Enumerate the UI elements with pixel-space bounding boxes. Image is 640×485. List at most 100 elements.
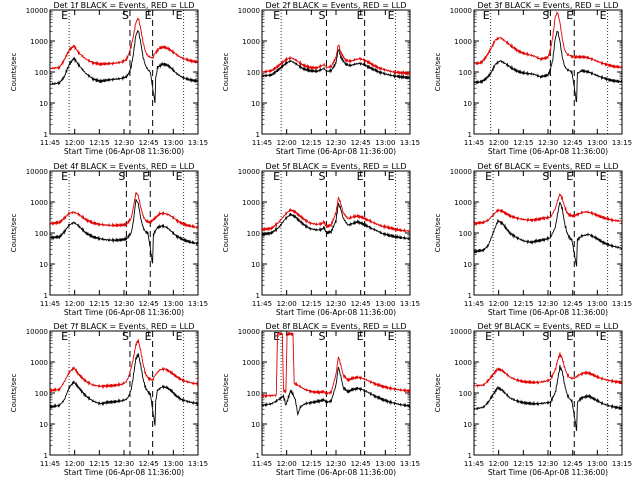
x-tick-label: 12:30 bbox=[326, 300, 346, 308]
x-tick-label: 13:00 bbox=[587, 300, 607, 308]
y-tick-label: 1000 bbox=[454, 199, 472, 207]
y-tick-label: 1000 bbox=[454, 38, 472, 46]
x-tick-label: 13:15 bbox=[612, 139, 632, 147]
panel-title: Det 1f BLACK = Events, RED = LLD bbox=[53, 1, 194, 10]
y-tick-label: 1000 bbox=[454, 359, 472, 367]
y-tick-label: 1 bbox=[44, 452, 48, 460]
y-tick-label: 10 bbox=[39, 421, 48, 429]
marker-label-e: E bbox=[176, 9, 183, 22]
marker-label-e: E bbox=[273, 330, 280, 343]
x-axis-label: Start Time (06-Apr-08 11:36:00) bbox=[488, 308, 608, 317]
x-tick-label: 12:30 bbox=[326, 139, 346, 147]
panel-1: Det 1f BLACK = Events, RED = LLD 1 10 100 10… bbox=[10, 1, 208, 156]
x-tick-label: 12:15 bbox=[301, 460, 321, 468]
y-tick-label: 100 bbox=[247, 230, 260, 238]
series-black-events bbox=[50, 29, 198, 103]
x-axis-label: Start Time (06-Apr-08 11:36:00) bbox=[276, 147, 396, 156]
panel-7: Det 7f BLACK = Events, RED = LLD 1 10 100 10… bbox=[10, 322, 208, 477]
x-tick-label: 12:30 bbox=[538, 139, 558, 147]
series-red-lld bbox=[474, 352, 622, 388]
marker-label-e: E bbox=[566, 170, 573, 183]
series-black-events bbox=[50, 198, 198, 264]
x-tick-label: 12:15 bbox=[89, 139, 109, 147]
marker-label-e: E bbox=[485, 170, 492, 183]
series-red-lld bbox=[50, 192, 198, 230]
series-black-events bbox=[474, 365, 622, 431]
y-tick-label: 1 bbox=[256, 452, 260, 460]
x-tick-label: 13:00 bbox=[163, 300, 183, 308]
x-tick-label: 12:30 bbox=[538, 460, 558, 468]
series-red-lld bbox=[50, 17, 198, 71]
y-tick-label: 100 bbox=[459, 230, 472, 238]
x-tick-label: 13:15 bbox=[612, 300, 632, 308]
panel-6: Det 6f BLACK = Events, RED = LLD 1 10 100 10… bbox=[434, 162, 632, 317]
y-tick-label: 10000 bbox=[26, 328, 48, 336]
x-tick-label: 12:15 bbox=[513, 300, 533, 308]
panel-title: Det 3f BLACK = Events, RED = LLD bbox=[477, 1, 618, 10]
x-tick-label: 13:00 bbox=[163, 460, 183, 468]
marker-label-e: E bbox=[600, 170, 607, 183]
x-tick-label: 12:30 bbox=[114, 300, 134, 308]
y-tick-label: 10000 bbox=[450, 168, 472, 176]
x-tick-label: 12:45 bbox=[351, 300, 371, 308]
y-tick-label: 1000 bbox=[242, 38, 260, 46]
panel-title: Det 4f BLACK = Events, RED = LLD bbox=[53, 162, 194, 171]
panel-title: Det 2f BLACK = Events, RED = LLD bbox=[265, 1, 406, 10]
x-tick-label: 13:00 bbox=[163, 139, 183, 147]
marker-label-e: E bbox=[176, 170, 183, 183]
series-red-lld bbox=[474, 192, 622, 227]
x-tick-label: 12:45 bbox=[351, 460, 371, 468]
x-tick-label: 12:45 bbox=[563, 460, 583, 468]
marker-label-e: E bbox=[388, 170, 395, 183]
x-tick-label: 12:45 bbox=[139, 460, 159, 468]
series-black-events bbox=[474, 201, 622, 267]
y-tick-label: 1 bbox=[44, 292, 48, 300]
x-axis-label: Start Time (06-Apr-08 11:36:00) bbox=[276, 468, 396, 477]
x-axis-label: Start Time (06-Apr-08 11:36:00) bbox=[488, 468, 608, 477]
x-axis-label: Start Time (06-Apr-08 11:36:00) bbox=[64, 468, 184, 477]
x-tick-label: 11:45 bbox=[252, 460, 272, 468]
x-axis-label: Start Time (06-Apr-08 11:36:00) bbox=[64, 308, 184, 317]
y-tick-label: 100 bbox=[247, 390, 260, 398]
y-tick-label: 1000 bbox=[30, 38, 48, 46]
marker-label-s: S bbox=[118, 170, 125, 183]
panel-2: Det 2f BLACK = Events, RED = LLD 1 10 100 10… bbox=[222, 1, 420, 156]
plot-frame bbox=[473, 9, 623, 135]
plot-frame bbox=[49, 330, 199, 456]
marker-label-e: E bbox=[142, 170, 149, 183]
y-axis-label: Counts/sec bbox=[10, 374, 18, 413]
marker-label-s: S bbox=[542, 170, 549, 183]
y-axis-label: Counts/sec bbox=[10, 53, 18, 92]
y-axis-label: Counts/sec bbox=[10, 214, 18, 253]
marker-label-e: E bbox=[566, 9, 573, 22]
x-tick-label: 12:45 bbox=[351, 139, 371, 147]
y-tick-label: 100 bbox=[247, 69, 260, 77]
y-tick-label: 1 bbox=[44, 131, 48, 139]
x-tick-label: 12:30 bbox=[114, 139, 134, 147]
x-tick-label: 13:00 bbox=[375, 460, 395, 468]
x-tick-label: 12:00 bbox=[489, 460, 509, 468]
x-tick-label: 12:00 bbox=[277, 300, 297, 308]
plot-frame bbox=[49, 9, 199, 135]
x-tick-label: 12:00 bbox=[277, 460, 297, 468]
x-tick-label: 12:00 bbox=[489, 300, 509, 308]
y-tick-label: 10000 bbox=[238, 328, 260, 336]
marker-label-e: E bbox=[388, 9, 395, 22]
marker-label-e: E bbox=[61, 9, 68, 22]
plot-frame bbox=[261, 330, 411, 456]
marker-label-e: E bbox=[600, 9, 607, 22]
x-axis-label: Start Time (06-Apr-08 11:36:00) bbox=[64, 147, 184, 156]
y-tick-label: 10 bbox=[251, 100, 260, 108]
x-tick-label: 12:30 bbox=[114, 460, 134, 468]
y-tick-label: 1 bbox=[468, 292, 472, 300]
marker-label-e: E bbox=[485, 330, 492, 343]
x-tick-label: 12:45 bbox=[139, 300, 159, 308]
marker-label-e: E bbox=[145, 9, 152, 22]
series-black-events bbox=[50, 353, 198, 426]
y-tick-label: 1 bbox=[256, 292, 260, 300]
x-tick-label: 12:45 bbox=[563, 139, 583, 147]
x-tick-label: 12:00 bbox=[489, 139, 509, 147]
y-tick-label: 1 bbox=[468, 131, 472, 139]
series-red-lld bbox=[262, 331, 410, 399]
